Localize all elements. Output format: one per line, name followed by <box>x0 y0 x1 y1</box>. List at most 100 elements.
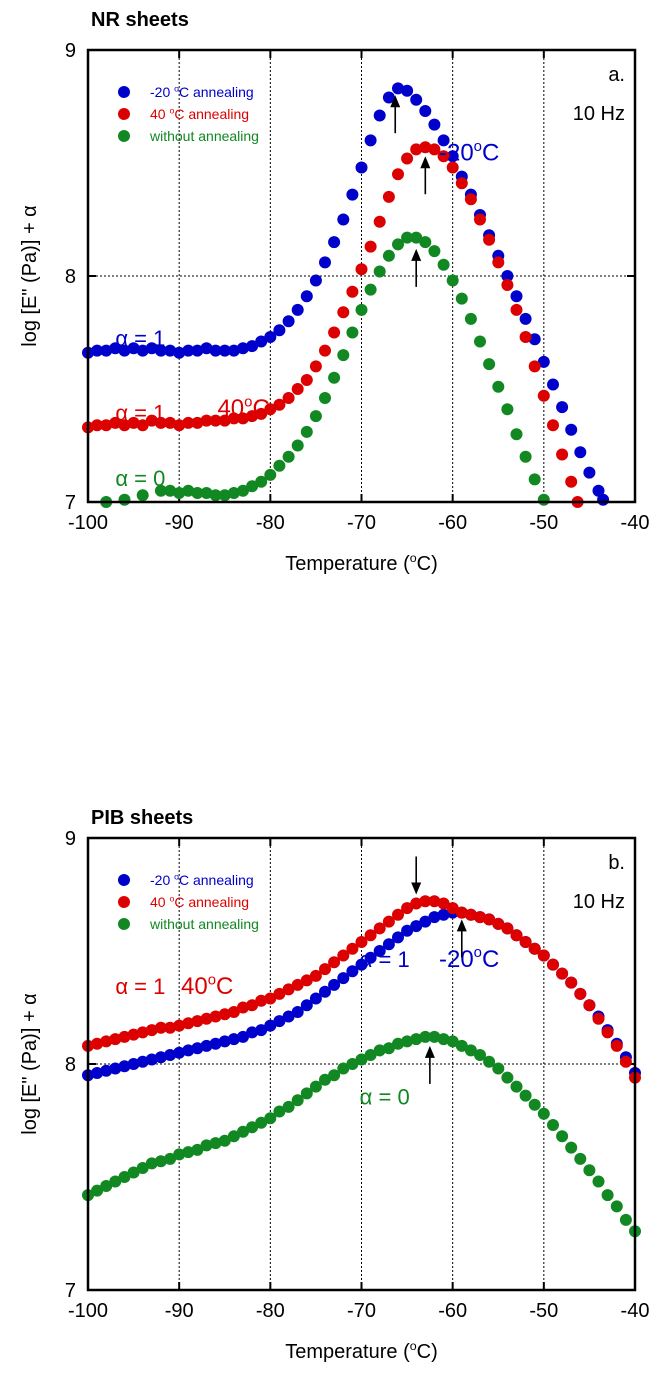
panel-label: b. <box>608 852 625 874</box>
data-point <box>182 344 195 357</box>
data-point <box>419 141 432 154</box>
y-tick-label: 8 <box>65 266 76 288</box>
data-point <box>164 1021 177 1034</box>
data-point <box>264 403 277 416</box>
data-point <box>173 1019 186 1032</box>
legend: -20 oC annealing 40 oC annealing without a… <box>118 871 259 932</box>
data-point <box>437 150 450 163</box>
data-point <box>191 1143 204 1156</box>
data-point <box>218 489 231 502</box>
data-point <box>501 270 514 282</box>
data-point <box>346 1058 359 1070</box>
data-point <box>100 1180 113 1192</box>
data-point <box>428 245 441 258</box>
data-point <box>537 355 550 368</box>
data-point <box>237 342 249 355</box>
data-point <box>173 346 186 359</box>
data-point <box>492 917 505 930</box>
x-tick-label: -100 <box>68 1300 108 1322</box>
data-point <box>373 1044 386 1057</box>
data-point <box>209 414 222 427</box>
data-point <box>574 446 587 459</box>
data-point <box>537 389 550 402</box>
data-point <box>300 425 313 438</box>
data-point <box>209 489 222 502</box>
data-point <box>401 924 414 937</box>
data-point <box>583 1164 596 1177</box>
arrow-head <box>411 882 422 895</box>
data-point <box>100 419 113 432</box>
data-point <box>282 450 295 463</box>
data-point <box>91 1067 104 1079</box>
data-point <box>200 1012 213 1025</box>
annotation-label: 40oC <box>217 395 269 423</box>
data-point <box>355 1053 368 1066</box>
data-point <box>619 1213 632 1226</box>
data-point <box>328 371 341 384</box>
data-point <box>346 965 359 978</box>
data-point <box>592 1175 605 1188</box>
data-point <box>328 326 341 339</box>
data-point <box>209 1137 222 1150</box>
data-point <box>328 956 341 969</box>
data-point <box>109 1175 122 1188</box>
data-point <box>419 895 432 908</box>
data-point <box>91 344 104 357</box>
x-tick-label: -40 <box>621 1300 650 1322</box>
annotation-label: α = 1 <box>115 326 165 351</box>
data-point <box>437 897 450 910</box>
data-point <box>519 450 532 463</box>
data-point <box>583 999 596 1012</box>
annotation-label: α = 1 <box>115 401 165 426</box>
data-point <box>574 987 587 1000</box>
data-point <box>182 1044 195 1057</box>
data-point <box>392 168 404 181</box>
data-point <box>109 416 122 429</box>
data-point <box>392 238 404 251</box>
y-axis-label: log [E" (Pa)] + α <box>19 205 41 347</box>
data-point <box>264 1019 277 1032</box>
data-point <box>501 279 514 291</box>
data-point <box>382 190 395 203</box>
data-point <box>291 439 304 452</box>
annotation-label: α = 1 <box>360 947 410 972</box>
data-point <box>501 403 514 416</box>
data-point <box>355 263 368 276</box>
data-point <box>182 416 195 429</box>
x-tick-label: -70 <box>347 512 376 534</box>
data-point <box>227 1033 240 1046</box>
series-20-oc-annealing <box>82 82 610 506</box>
data-point <box>437 908 450 921</box>
data-point <box>464 312 477 325</box>
data-point <box>319 1073 331 1086</box>
data-point <box>255 335 268 348</box>
data-point <box>291 1094 304 1107</box>
data-point <box>209 344 222 357</box>
chart-panel-pib: PIB sheets -100 -90 -80 -70 -60 -50 -40 7 8 9 Tempe… <box>19 807 649 1363</box>
data-point <box>227 412 240 425</box>
x-tick-label: -50 <box>529 1300 558 1322</box>
data-point <box>483 913 496 926</box>
data-point <box>173 487 186 499</box>
data-point <box>255 1116 268 1129</box>
legend-entry: without annealing <box>149 916 259 932</box>
data-point <box>382 91 395 104</box>
chart-title: NR sheets <box>91 9 189 31</box>
data-point <box>246 410 259 423</box>
data-point <box>410 231 423 244</box>
data-point <box>246 1121 259 1134</box>
data-point <box>428 143 441 156</box>
data-point <box>273 398 286 411</box>
data-point <box>337 213 350 226</box>
data-point <box>346 326 359 339</box>
data-point <box>273 1105 286 1118</box>
data-point <box>382 249 395 262</box>
data-point <box>483 1055 496 1068</box>
data-point <box>173 1148 186 1161</box>
data-point <box>300 290 313 303</box>
data-point <box>91 419 104 432</box>
data-point <box>164 1152 177 1165</box>
data-point <box>401 84 414 97</box>
data-point <box>547 378 559 391</box>
data-point <box>291 303 304 316</box>
